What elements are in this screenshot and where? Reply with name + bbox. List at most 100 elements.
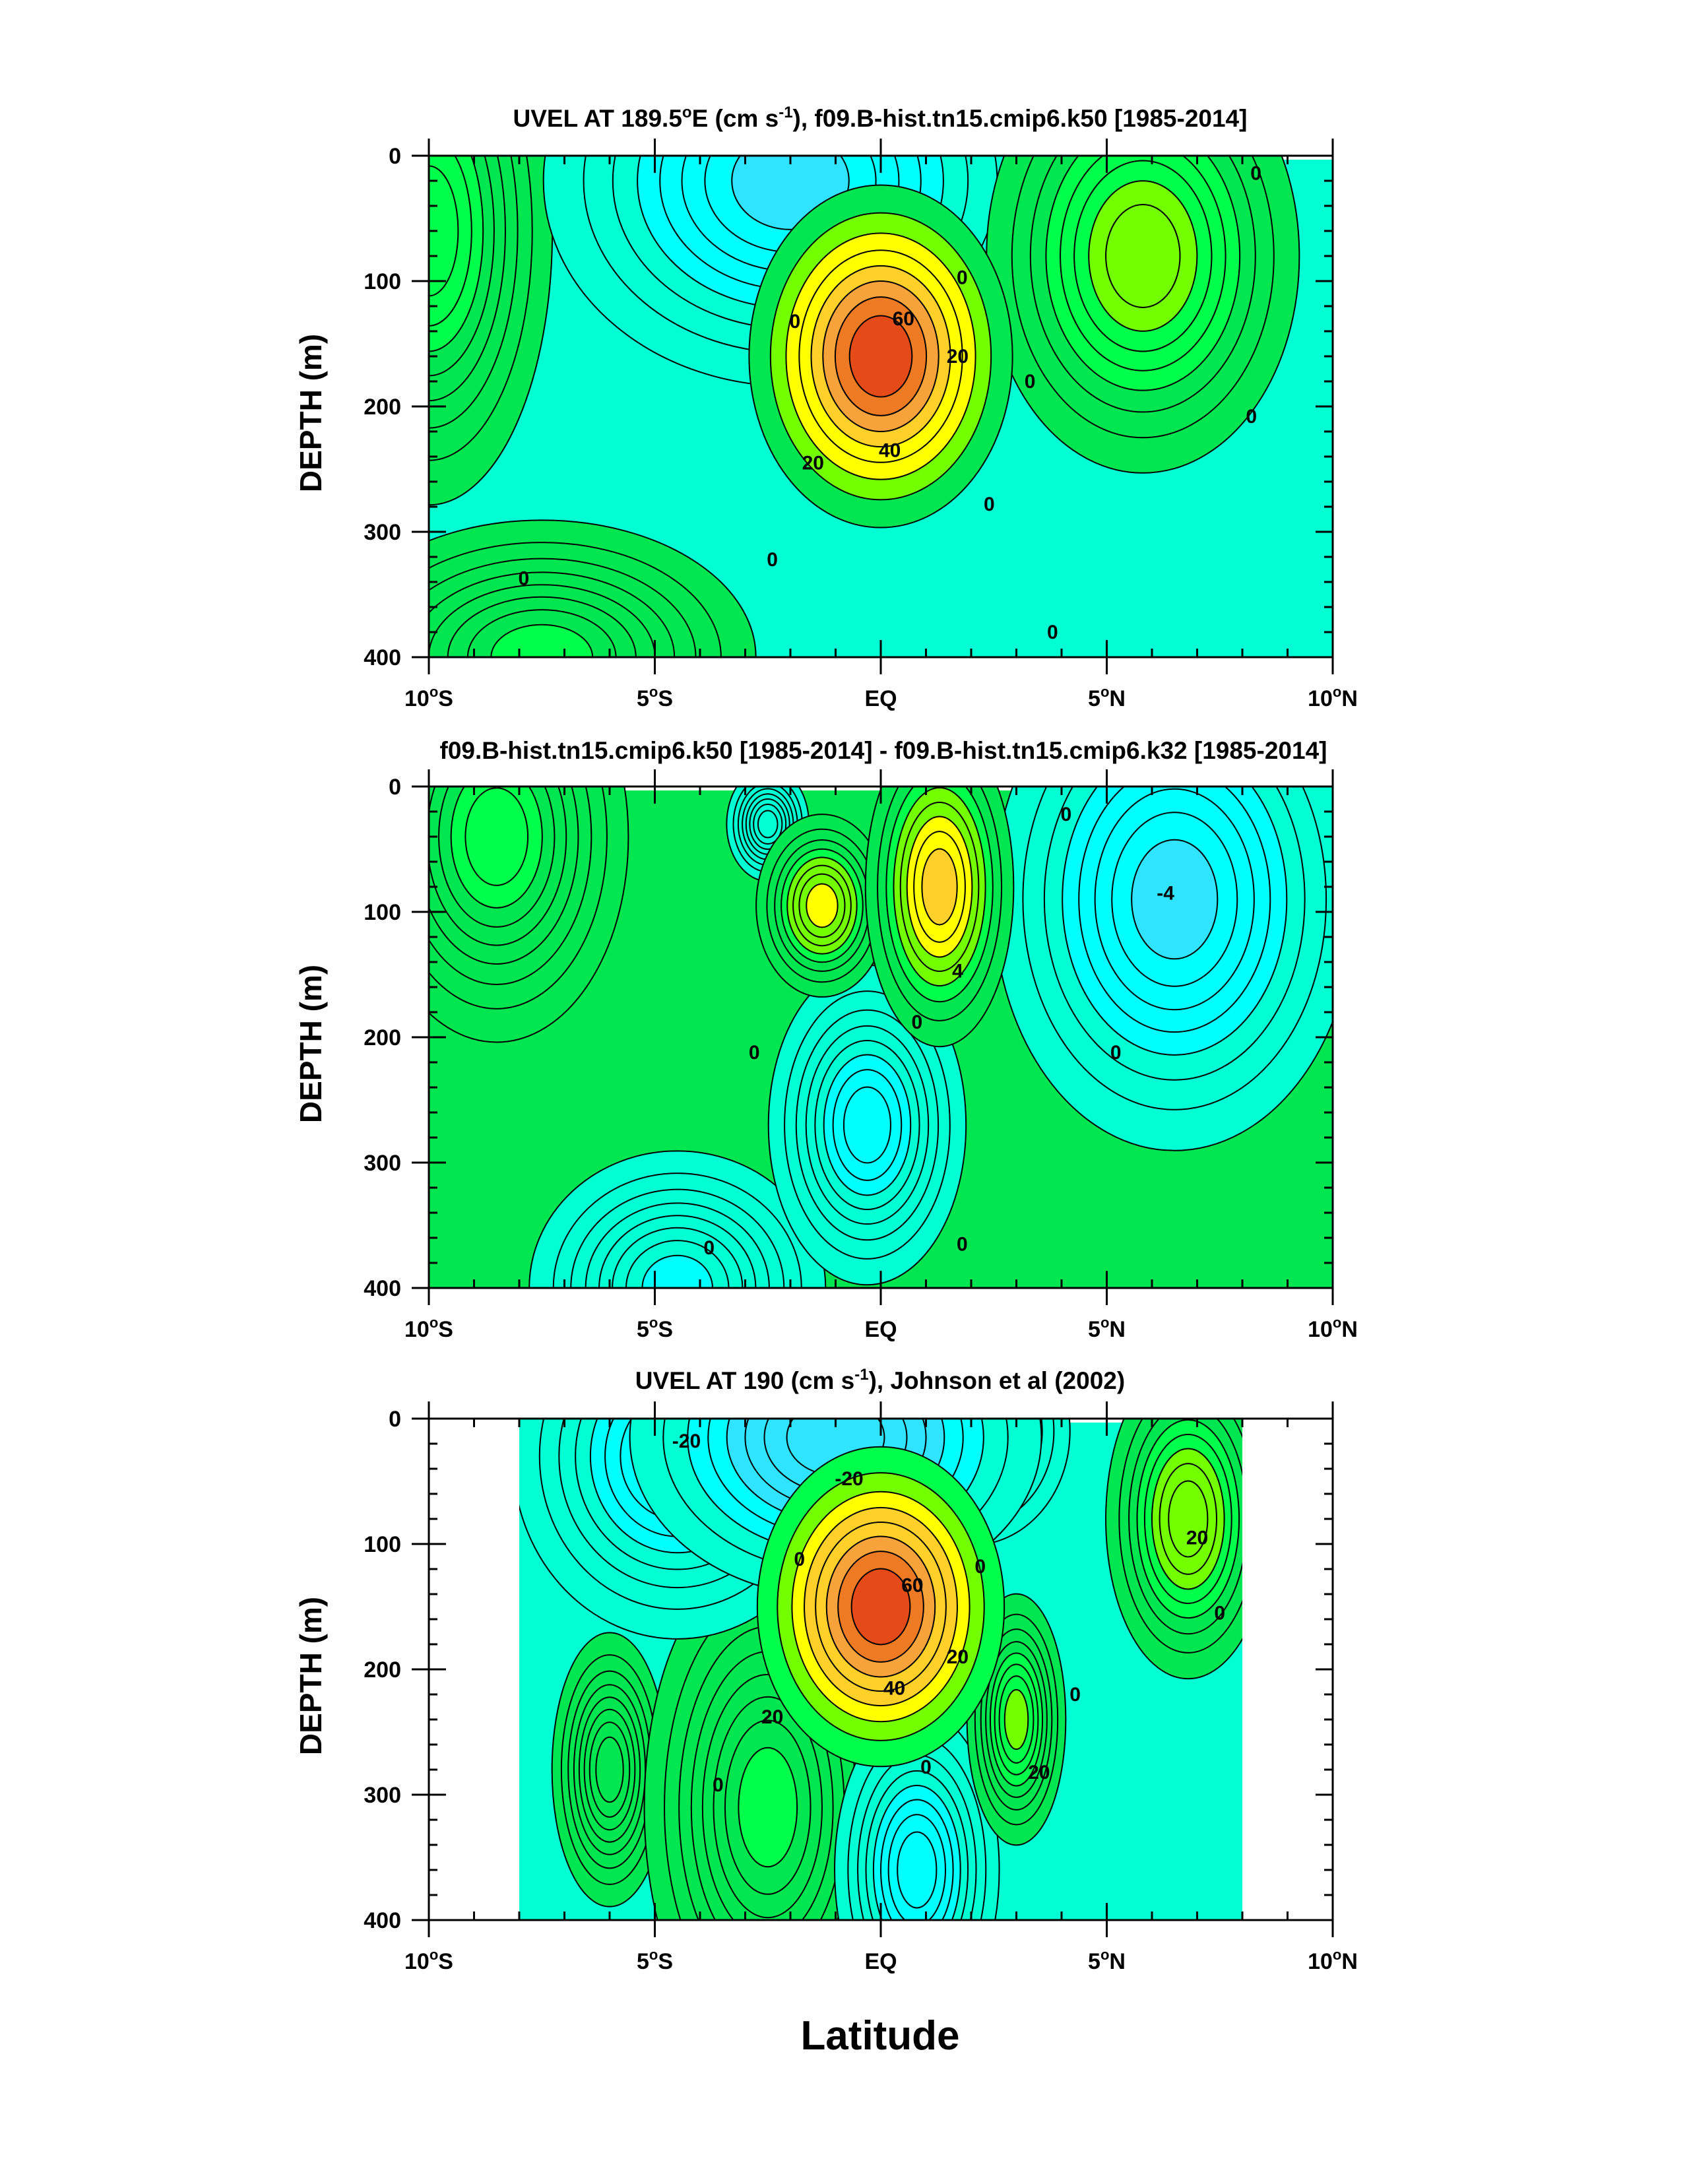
contour-level (1168, 1480, 1209, 1558)
positive-core (986, 156, 1300, 474)
x-tick-label: 5oS (637, 684, 673, 711)
contour-level (921, 848, 958, 926)
contour-level (738, 1747, 798, 1868)
contour-labels: 0 0 60 20 0 40 20 0 0 0 0 0 0 (519, 163, 1261, 643)
contour-level (595, 1736, 624, 1803)
contour-level (848, 315, 913, 398)
contour-level (429, 165, 459, 297)
contour-label: 0 (957, 267, 968, 288)
contour-field (429, 787, 1333, 1288)
x-tick-label: 5oS (637, 1946, 673, 1974)
panel-title: f09.B-hist.tn15.cmip6.k50 [1985-2014] - … (440, 737, 1327, 764)
x-tick-label: EQ (864, 1949, 897, 1974)
contour-label: 0 (974, 1556, 986, 1578)
contour-field (429, 1419, 1333, 1920)
y-tick-label: 400 (364, 1908, 401, 1933)
contour-label: 0 (1110, 1042, 1122, 1064)
contour-label: 0 (767, 549, 778, 571)
negative-core (528, 1150, 827, 1288)
contour-label: 20 (1028, 1762, 1050, 1783)
y-tick-label: 200 (364, 1657, 401, 1683)
contour-label: 0 (749, 1042, 760, 1064)
positive-core (1105, 1419, 1271, 1680)
contour-label: 0 (1214, 1603, 1225, 1624)
contour-label: 40 (883, 1678, 905, 1700)
x-tick-label: 5oN (1088, 1314, 1126, 1342)
contour-label: 0 (984, 494, 995, 515)
positive-core (748, 184, 1013, 529)
contour-label: 60 (893, 308, 914, 330)
x-tick-label: 10oN (1308, 1946, 1358, 1974)
contour-level (843, 1086, 891, 1164)
contour-level (757, 810, 779, 839)
x-tick-label: 10oS (404, 1314, 453, 1342)
y-tick-label: 200 (364, 1025, 401, 1050)
y-tick-label: 0 (389, 1407, 401, 1432)
x-tick-label: 10oN (1308, 1314, 1358, 1342)
contour-label: 0 (1250, 163, 1261, 185)
negative-core (992, 787, 1333, 1151)
contour-level (897, 1831, 938, 1909)
contour-label: 20 (947, 1646, 969, 1668)
y-tick-label: 100 (364, 900, 401, 925)
contour-label: -4 (1157, 883, 1174, 905)
contour-label: 0 (790, 311, 801, 333)
y-tick-label: 300 (364, 520, 401, 545)
panel-title: UVEL AT 189.5oE (cm s-1), f09.B-hist.tn1… (513, 104, 1248, 132)
y-tick-label: 400 (364, 1276, 401, 1301)
negative-core (767, 964, 967, 1286)
contour-label: 0 (1047, 622, 1058, 643)
x-tick-label: 10oN (1308, 684, 1358, 711)
contour-label: 20 (947, 346, 969, 368)
x-tick-label: 5oN (1088, 684, 1126, 711)
contour-field (429, 156, 1333, 657)
contour-label: 0 (1069, 1684, 1081, 1706)
y-tick-label: 0 (389, 144, 401, 169)
positive-core (966, 1593, 1067, 1846)
panel-observed-uvel: UVEL AT 190 (cm s-1), Johnson et al (200… (294, 1366, 1358, 1974)
contour-label: 0 (920, 1756, 932, 1778)
x-tick-label: EQ (864, 686, 897, 711)
y-tick-label: 300 (364, 1783, 401, 1808)
contour-label: -20 (835, 1468, 863, 1490)
x-tick-label: 5oS (637, 1314, 673, 1342)
contour-label: 20 (802, 453, 824, 474)
contour-label: 0 (519, 567, 530, 589)
y-axis-label: DEPTH (m) (294, 334, 328, 492)
contour-label: 40 (879, 440, 901, 462)
contour-label: 20 (1186, 1527, 1208, 1549)
panel-model-difference: f09.B-hist.tn15.cmip6.k50 [1985-2014] - … (294, 737, 1358, 1342)
contour-label: 60 (901, 1575, 923, 1597)
x-tick-label: 5oN (1088, 1946, 1126, 1974)
positive-core (429, 519, 757, 657)
contour-label: 0 (794, 1549, 805, 1570)
y-tick-label: 200 (364, 395, 401, 420)
contour-label: 0 (1025, 371, 1036, 393)
positive-core (429, 156, 554, 506)
contour-label: 0 (911, 1012, 922, 1033)
contour-labels: 0 -4 4 0 0 0 0 0 (703, 804, 1174, 1259)
y-tick-label: 400 (364, 645, 401, 670)
contour-level (490, 624, 594, 657)
y-tick-label: 100 (364, 269, 401, 294)
positive-core (756, 1446, 1005, 1768)
contour-label: 4 (952, 960, 963, 982)
y-tick-label: 300 (364, 1151, 401, 1176)
panel-model-uvel: UVEL AT 189.5oE (cm s-1), f09.B-hist.tn1… (294, 104, 1358, 711)
contour-level (1131, 839, 1219, 960)
contour-label: 0 (1061, 804, 1072, 825)
panel-title: UVEL AT 190 (cm s-1), Johnson et al (200… (635, 1366, 1125, 1394)
contour-label: 20 (761, 1706, 783, 1728)
y-axis-label: DEPTH (m) (294, 1597, 328, 1755)
positive-core (551, 1632, 668, 1908)
contour-label: 0 (703, 1237, 715, 1259)
positive-core (429, 787, 629, 1043)
contour-level (1105, 204, 1181, 308)
x-tick-label: EQ (864, 1317, 897, 1342)
x-tick-label: 10oS (404, 684, 453, 711)
contour-level (464, 787, 529, 886)
